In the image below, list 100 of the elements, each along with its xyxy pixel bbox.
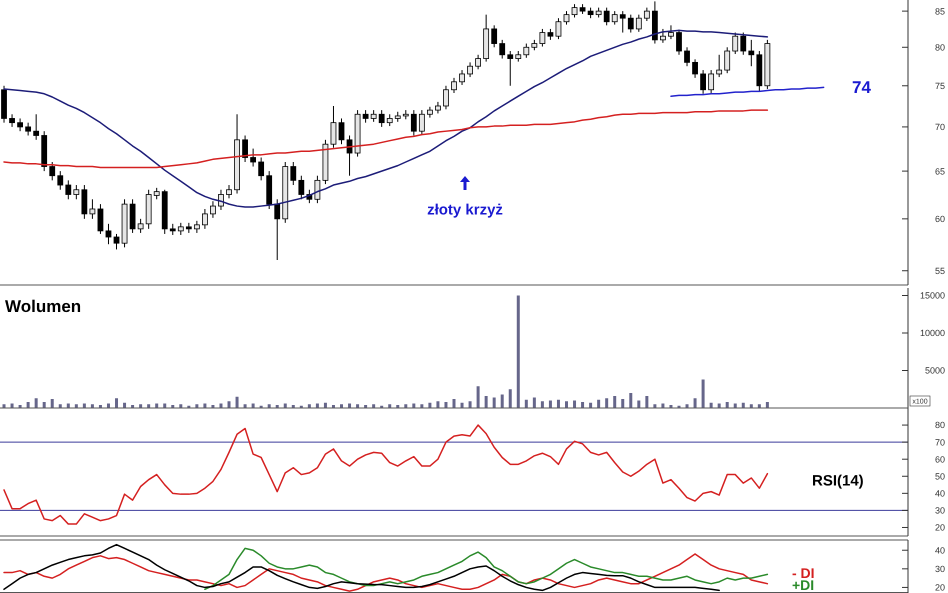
candlestick <box>708 70 714 94</box>
candlestick <box>531 39 538 51</box>
candlestick <box>250 148 256 168</box>
annotation: złoty krzyż <box>427 201 503 218</box>
bar <box>524 400 528 408</box>
candlestick <box>491 24 498 48</box>
bar <box>484 396 488 408</box>
candlestick <box>596 7 602 18</box>
candlestick <box>17 118 23 132</box>
bar <box>500 394 504 408</box>
candlestick <box>580 4 586 14</box>
bar <box>556 400 560 408</box>
candlestick <box>338 118 344 145</box>
bar <box>637 400 640 408</box>
y-tick-label: 10000 <box>920 328 945 338</box>
candlestick <box>154 187 160 200</box>
candlestick <box>9 114 15 128</box>
candlestick <box>386 114 393 127</box>
bar <box>581 402 584 408</box>
candlestick <box>435 101 441 114</box>
candlestick <box>636 14 642 32</box>
candlestick <box>90 198 96 220</box>
candlestick <box>106 223 112 245</box>
candlestick <box>700 70 706 94</box>
candlestick <box>475 54 482 70</box>
bar <box>597 400 600 408</box>
candlestick <box>210 200 216 218</box>
text: RSI(14) <box>812 472 864 490</box>
y-tick-label: 40 <box>934 545 945 556</box>
candlestick <box>451 77 457 94</box>
candlestick <box>73 184 80 200</box>
bar <box>573 400 576 408</box>
candlestick <box>98 204 104 234</box>
candlestick <box>507 50 514 86</box>
candlestick <box>186 222 192 234</box>
y-tick-label: 20 <box>934 522 945 533</box>
bar <box>26 402 30 408</box>
candlestick <box>660 28 666 44</box>
candlestick <box>556 18 562 40</box>
candlestick <box>378 110 385 128</box>
candlestick <box>290 162 296 186</box>
bar <box>476 386 480 408</box>
bar <box>444 402 448 408</box>
y-tick-label: 60 <box>934 454 945 464</box>
bar <box>694 398 697 408</box>
candlestick <box>548 28 554 40</box>
y-tick-label: 85 <box>934 6 945 16</box>
y-tick-label: 50 <box>934 471 945 482</box>
bar <box>629 393 632 408</box>
candlestick <box>242 134 248 162</box>
y-tick-label: 80 <box>934 420 945 430</box>
candlestick <box>740 32 746 56</box>
candlestick <box>539 28 546 48</box>
bar <box>236 396 239 408</box>
candlestick <box>170 223 176 236</box>
bar <box>613 396 616 408</box>
line-series <box>3 109 768 168</box>
candlestick <box>612 10 618 26</box>
candlestick <box>499 39 506 60</box>
line-series <box>204 548 768 590</box>
bar <box>532 398 536 408</box>
candlestick <box>724 46 730 74</box>
y-tick-label: 80 <box>934 42 945 52</box>
candlestick <box>443 85 449 110</box>
candlestick <box>202 208 208 230</box>
candlestick <box>49 162 56 181</box>
candlestick <box>459 70 465 86</box>
candlestick <box>523 43 530 58</box>
candlestick <box>298 175 304 200</box>
y-tick-label: 65 <box>934 166 945 176</box>
candlestick <box>178 222 184 236</box>
candlestick <box>138 218 144 234</box>
bar <box>492 398 496 408</box>
candlestick <box>402 110 409 120</box>
bar <box>726 402 729 408</box>
candlestick <box>467 62 473 78</box>
line-series <box>3 544 720 592</box>
candlestick <box>114 233 120 250</box>
candlestick <box>346 134 352 176</box>
candlestick <box>418 110 425 136</box>
line-series <box>670 86 824 97</box>
annotation: 74 <box>852 78 872 97</box>
candlestick <box>572 4 578 18</box>
y-tick-label: 5000 <box>924 366 945 376</box>
y-tick-label: 70 <box>934 122 945 132</box>
candlestick <box>194 220 200 234</box>
bar <box>34 398 38 408</box>
bar <box>621 399 624 408</box>
candlestick <box>604 7 610 26</box>
bar <box>605 398 608 408</box>
candlestick <box>362 110 369 124</box>
candlestick <box>394 111 401 122</box>
candlestick <box>668 24 674 40</box>
candlestick <box>716 54 722 78</box>
y-tick-label: 55 <box>934 266 945 276</box>
y-tick-label: 60 <box>934 214 945 224</box>
candlestick <box>644 7 650 22</box>
y-tick-label: 30 <box>934 564 945 574</box>
y-tick-label: 75 <box>934 80 945 91</box>
y-tick-label: 20 <box>934 582 945 593</box>
